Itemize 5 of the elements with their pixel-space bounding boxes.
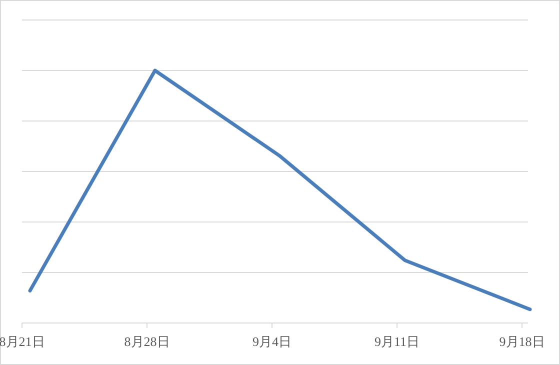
x-tick-label: 8月21日 (0, 334, 45, 349)
x-tick-label: 9月4日 (252, 334, 292, 349)
x-tick-label: 9月18日 (499, 334, 545, 349)
x-tick-label: 9月11日 (374, 334, 420, 349)
x-tick-label: 8月28日 (124, 334, 170, 349)
